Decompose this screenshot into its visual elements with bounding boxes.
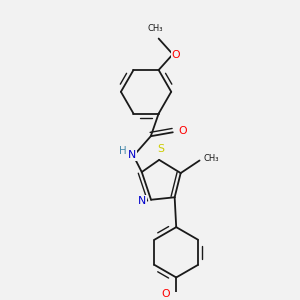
Text: CH₃: CH₃	[148, 24, 163, 33]
Text: O: O	[172, 50, 180, 60]
Text: CH₃: CH₃	[204, 154, 219, 164]
Text: N: N	[137, 196, 146, 206]
Text: S: S	[157, 144, 164, 154]
Text: O: O	[161, 289, 170, 299]
Text: N: N	[128, 150, 136, 160]
Text: H: H	[119, 146, 126, 156]
Text: O: O	[179, 127, 187, 136]
